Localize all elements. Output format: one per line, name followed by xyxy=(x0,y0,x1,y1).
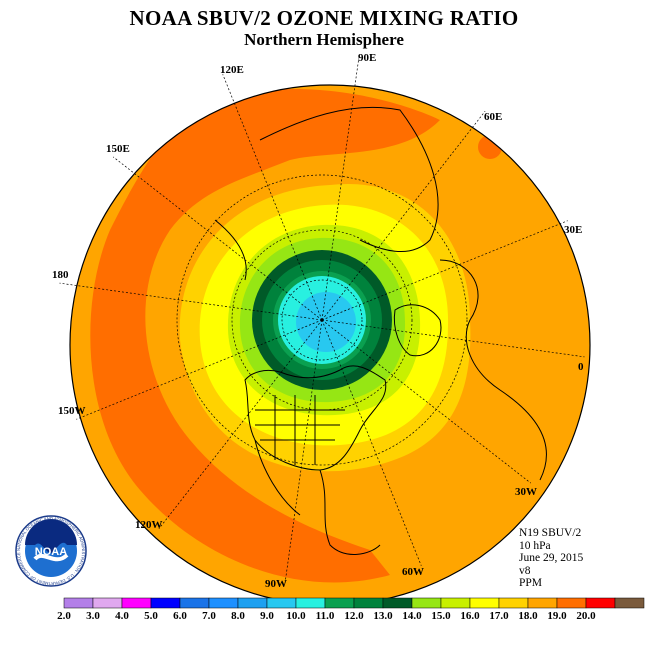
colorbar-tick-label: 3.0 xyxy=(86,610,100,622)
lon-label-30w: 30W xyxy=(515,486,537,498)
colorbar-cell xyxy=(63,597,94,609)
colorbar-tick-label: 19.0 xyxy=(547,610,567,622)
lon-label-150e: 150E xyxy=(106,143,130,155)
colorbar-tick-label: 14.0 xyxy=(402,610,422,622)
colorbar-cell xyxy=(440,597,471,609)
colorbar-tick-label: 8.0 xyxy=(231,610,245,622)
colorbar-cell xyxy=(295,597,326,609)
colorbar-cell xyxy=(556,597,587,609)
colorbar-cell xyxy=(208,597,239,609)
colorbar-tick-label: 9.0 xyxy=(260,610,274,622)
lon-label-30e: 30E xyxy=(564,224,582,236)
meridian-line xyxy=(112,156,323,321)
level-text: 10 hPa xyxy=(519,539,551,552)
instrument-text: N19 SBUV/2 xyxy=(519,527,582,539)
colorbar-tick-label: 4.0 xyxy=(115,610,129,622)
lon-label-90e: 90E xyxy=(358,52,376,64)
colorbar: 2.0 3.0 4.0 5.0 6.0 7.0 8.0 9.0 10.0 11.0 12.0 13.0… xyxy=(57,597,645,622)
ozone-band-18 xyxy=(90,89,440,583)
meridian-line xyxy=(222,74,323,321)
version-text: v8 xyxy=(519,564,531,577)
colorbar-tick-label: 12.0 xyxy=(344,610,364,622)
colorbar-tick-label: 5.0 xyxy=(144,610,158,622)
meridians xyxy=(59,57,585,583)
colorbar-cell xyxy=(585,597,616,609)
meridian-line xyxy=(321,57,360,321)
colorbar-cell xyxy=(614,597,645,609)
lon-label-120e: 120E xyxy=(220,64,244,76)
colorbar-cell xyxy=(237,597,268,609)
meridian-line xyxy=(321,110,486,321)
colorbar-cell xyxy=(469,597,500,609)
colorbar-tick-label: 13.0 xyxy=(373,610,393,622)
colorbar-cell xyxy=(382,597,413,609)
colorbar-tick-label: 17.0 xyxy=(489,610,509,622)
graticule xyxy=(176,174,468,466)
meridian-line xyxy=(321,319,532,484)
lon-label-150w: 150W xyxy=(58,405,86,417)
page-subtitle: Northern Hemisphere xyxy=(244,30,404,49)
colorbar-tick-label: 18.0 xyxy=(518,610,538,622)
lon-label-0: 0 xyxy=(578,361,584,373)
ozone-band-8 xyxy=(296,292,356,352)
colorbar-tick-label: 16.0 xyxy=(460,610,480,622)
colorbar-cell xyxy=(324,597,355,609)
meridian-line xyxy=(158,319,323,530)
page-title: NOAA SBUV/2 OZONE MIXING RATIO xyxy=(129,6,519,30)
colorbar-tick-label: 20.0 xyxy=(576,610,596,622)
meridian-line xyxy=(321,220,568,321)
lon-label-60e: 60E xyxy=(484,111,502,123)
colorbar-cell xyxy=(92,597,123,609)
colorbar-tick-label: 11.0 xyxy=(316,610,335,622)
meridian-line xyxy=(321,319,585,358)
noaa-logo: NOAA NATIONAL OCEANIC AND ATMOSPHERIC AD… xyxy=(15,515,87,587)
colorbar-tick-label: 10.0 xyxy=(286,610,306,622)
lon-label-120w: 120W xyxy=(135,519,163,531)
info-block: N19 SBUV/2 10 hPa June 29, 2015 v8 PPM xyxy=(519,527,583,590)
logo-text: NOAA xyxy=(35,546,67,558)
meridian-line xyxy=(59,282,323,321)
colorbar-tick-label: 7.0 xyxy=(202,610,216,622)
coastlines xyxy=(214,106,547,555)
lon-label-180: 180 xyxy=(52,269,69,281)
date-text: June 29, 2015 xyxy=(519,552,584,564)
colorbar-cell xyxy=(121,597,152,609)
meridian-line xyxy=(284,319,323,583)
colorbar-tick-label: 15.0 xyxy=(431,610,451,622)
meridian-line xyxy=(321,319,422,566)
units-text: PPM xyxy=(519,577,543,589)
colorbar-tick-label: 2.0 xyxy=(57,610,71,622)
colorbar-cell xyxy=(353,597,384,609)
colorbar-cell xyxy=(266,597,297,609)
lon-label-60w: 60W xyxy=(402,566,424,578)
lon-label-90w: 90W xyxy=(265,578,287,590)
colorbar-cell xyxy=(527,597,558,609)
meridian-line xyxy=(76,319,323,420)
colorbar-cell xyxy=(150,597,181,609)
colorbar-tick-label: 6.0 xyxy=(173,610,187,622)
colorbar-cell xyxy=(411,597,442,609)
colorbar-cell xyxy=(179,597,210,609)
colorbar-cell xyxy=(498,597,529,609)
